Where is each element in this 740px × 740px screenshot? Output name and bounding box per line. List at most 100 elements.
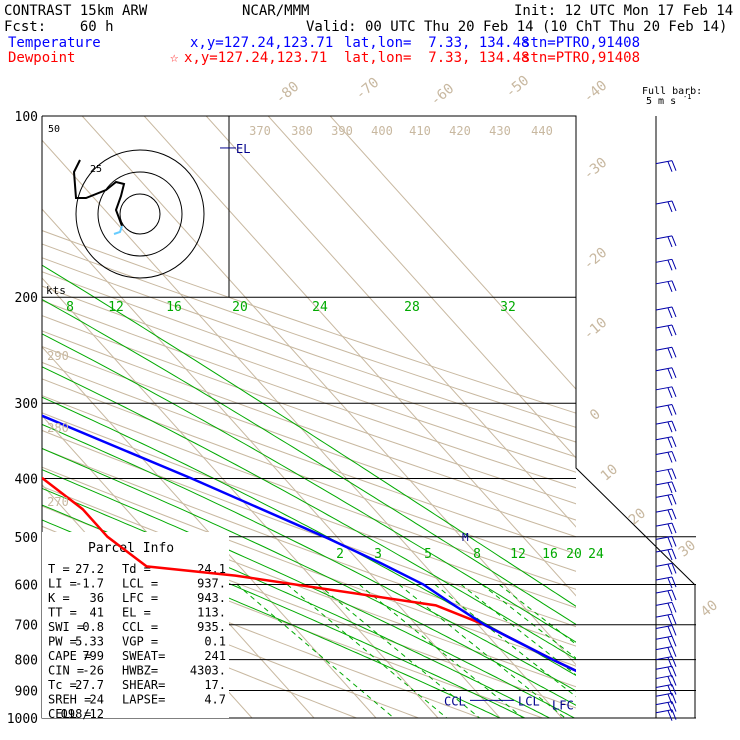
temperature-label: Temperature <box>8 35 101 51</box>
parcel-key: SREH = <box>48 693 91 707</box>
hodograph-ring <box>119 193 161 235</box>
parcel-value: 098/12 <box>61 707 104 721</box>
wind-barb-flag <box>667 564 673 575</box>
pressure-label: 100 <box>15 110 38 125</box>
moist-adiabat-line <box>42 469 575 718</box>
theta-label: 410 <box>409 124 431 138</box>
dewpoint-profile <box>42 476 576 673</box>
wind-barb <box>655 646 677 658</box>
dry-adiabat-line <box>42 257 576 443</box>
parcel-key: SWI = <box>48 620 84 634</box>
dry-adiabat-line <box>42 466 576 667</box>
dry-adiabat-line <box>42 315 576 505</box>
chart-title: CONTRAST 15km ARW <box>4 3 148 19</box>
wind-barb-shaft <box>655 613 673 618</box>
parcel-key: SHEAR= <box>122 678 165 692</box>
wind-barb-flag <box>671 709 677 720</box>
parcel-value: 4303. <box>190 664 226 678</box>
isotherm-line <box>42 346 377 718</box>
wind-barb-flag <box>671 306 677 318</box>
temperature-station: stn=PTRO,91408 <box>522 35 641 51</box>
wind-barb-flag <box>667 710 673 721</box>
wind-barb <box>655 280 677 292</box>
wind-barb-flag <box>671 613 677 625</box>
dry-adiabat-line <box>42 378 576 572</box>
wind-barb <box>655 675 677 687</box>
wind-barb <box>655 624 677 637</box>
forecast-hour: Fcst: 60 h <box>4 19 114 35</box>
wind-barb <box>655 235 677 248</box>
wind-barb-shaft <box>655 508 673 513</box>
wind-barb-flag <box>671 386 677 398</box>
wind-barb-flag <box>667 161 673 172</box>
isotherm-label: -40 <box>581 78 611 107</box>
wind-barb-shaft <box>655 562 673 567</box>
wind-barb-flag <box>671 235 677 247</box>
wind-barb-flag <box>671 481 677 493</box>
wind-barb <box>655 522 677 535</box>
wind-barb <box>655 576 677 589</box>
wind-barb-flag <box>667 405 673 416</box>
mixing-ratio-label: 2 <box>336 547 344 562</box>
wind-barb <box>655 613 677 626</box>
parcel-key: CIN = <box>48 664 84 678</box>
wind-barb <box>655 656 677 668</box>
parcel-value: -26 <box>82 664 104 678</box>
wind-barb-flag <box>671 646 677 657</box>
parcel-value: 113. <box>197 606 226 620</box>
wind-barb-shaft <box>655 468 673 473</box>
wind-barb-shaft <box>655 420 673 425</box>
theta-label: 270 <box>47 495 69 509</box>
theta-label: 440 <box>531 124 553 138</box>
wind-barb <box>655 493 677 506</box>
wind-barb-flag <box>671 684 677 695</box>
hodograph-ring-label: 50 <box>48 124 60 135</box>
theta-label: 370 <box>249 124 271 138</box>
parcel-value: 41 <box>90 606 104 620</box>
isotherm-line <box>143 116 576 597</box>
wind-barb-shaft <box>655 160 673 165</box>
wind-barb-flag <box>671 589 677 601</box>
wind-barb-shaft <box>655 386 673 391</box>
wind-barb-shaft <box>655 404 673 409</box>
parcel-key: PW = <box>48 635 77 649</box>
wind-barb-flag <box>667 368 673 379</box>
dewpoint-latlon: lat,lon= 7.33, 134.48 <box>344 50 530 66</box>
init-time: Init: 12 UTC Mon 17 Feb 14 <box>514 3 734 19</box>
wind-barb-shaft <box>655 367 673 372</box>
melting-label: M <box>462 531 469 544</box>
wind-barb <box>655 386 677 399</box>
parcel-key: LFC = <box>122 591 158 605</box>
parcel-value: 0.8 <box>82 620 104 634</box>
parcel-value: 27.7 <box>75 678 104 692</box>
wind-barb <box>655 468 677 481</box>
theta-label: 420 <box>449 124 471 138</box>
parcel-value: 935. <box>197 620 226 634</box>
wind-barb-shaft <box>655 481 673 486</box>
parcel-key: TT = <box>48 606 77 620</box>
wind-barb <box>655 324 677 337</box>
dry-adiabat-line <box>42 395 576 590</box>
parcel-value: 4.7 <box>204 693 226 707</box>
dry-adiabat-lines <box>42 230 576 718</box>
wind-barb-flag <box>671 347 677 358</box>
temperature-latlon: lat,lon= 7.33, 134.48 <box>344 35 530 51</box>
mixing-ratio-label: 16 <box>542 547 558 562</box>
isotherm-label: -10 <box>581 315 611 344</box>
wind-barb-flag <box>667 495 673 506</box>
sounding-profiles <box>42 414 576 673</box>
wind-barb-flag <box>671 666 677 677</box>
model-center: NCAR/MMM <box>242 3 310 19</box>
wind-barb <box>655 709 677 721</box>
temperature-xy: x,y=127.24,123.71 <box>190 35 334 51</box>
parcel-panel-bg <box>42 532 229 718</box>
parcel-key: CAPE = <box>48 649 91 663</box>
isotherm-line <box>81 116 576 666</box>
lfc-label: LFC <box>552 698 574 712</box>
wind-barb-flag <box>667 387 673 399</box>
mixing-ratio-label: 20 <box>566 547 582 562</box>
wind-barb <box>655 306 677 319</box>
wind-barb-flag <box>667 482 673 494</box>
dry-adiabat-line <box>42 590 357 718</box>
wind-barb <box>655 436 677 448</box>
